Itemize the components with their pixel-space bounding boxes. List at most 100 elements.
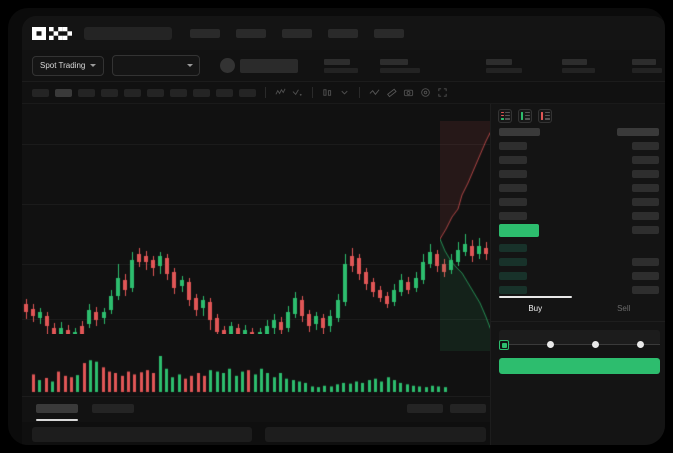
fullscreen-icon[interactable]	[437, 87, 448, 98]
table-row[interactable]	[499, 244, 527, 252]
compare-icon[interactable]	[292, 87, 303, 98]
orders-tab-2[interactable]	[92, 404, 134, 413]
chevron-down-icon	[187, 64, 194, 67]
nav-item-2[interactable]	[236, 28, 266, 38]
nav-item-4[interactable]	[328, 28, 358, 38]
pair-price-skeleton	[240, 58, 299, 73]
table-row[interactable]	[499, 184, 527, 192]
amount-slider[interactable]	[499, 340, 660, 350]
nav-item-5[interactable]	[374, 28, 404, 38]
ticker-stat-5	[632, 58, 663, 73]
pair-select[interactable]	[112, 55, 201, 76]
order-side-tabs: Buy Sell	[491, 296, 665, 322]
timeframe-button-8[interactable]	[193, 88, 210, 97]
trading-mode-dropdown[interactable]: Spot Trading	[32, 55, 105, 76]
table-row[interactable]	[499, 156, 527, 164]
tab-buy[interactable]: Buy	[491, 296, 580, 321]
timeframe-button-2[interactable]	[55, 88, 72, 97]
chart-type-icon[interactable]	[322, 87, 333, 98]
orders-action-1[interactable]	[407, 404, 443, 413]
target-icon[interactable]	[420, 87, 431, 98]
ticker-stat-1	[324, 58, 359, 73]
table-row[interactable]	[499, 198, 527, 206]
ticker-stat-4	[562, 58, 596, 73]
orders-card-2[interactable]	[265, 427, 486, 442]
table-row[interactable]	[632, 156, 659, 164]
candlestick-series	[22, 104, 490, 334]
orders-card-1[interactable]	[32, 427, 252, 442]
orders-tabbar	[22, 396, 490, 422]
table-row[interactable]	[499, 272, 527, 280]
market-subheader: Spot Trading	[22, 50, 665, 82]
timeframe-button-7[interactable]	[170, 88, 187, 97]
slider-stop-1[interactable]	[547, 341, 554, 348]
timeframe-button-4[interactable]	[101, 88, 118, 97]
toolbar-divider	[265, 87, 266, 98]
top-navigation-bar	[22, 16, 665, 50]
line-tool-icon[interactable]	[369, 87, 380, 98]
timeframe-button-5[interactable]	[124, 88, 141, 97]
table-row[interactable]	[499, 142, 527, 150]
camera-icon[interactable]	[403, 87, 414, 98]
tab-sell-label: Sell	[617, 304, 631, 313]
slider-handle[interactable]	[499, 340, 509, 350]
timeframe-button-1[interactable]	[32, 88, 49, 97]
chevron-down-icon	[90, 64, 97, 67]
slider-track	[503, 344, 660, 345]
table-row[interactable]	[632, 142, 659, 150]
pair-avatar-icon	[220, 58, 236, 73]
orderbook-view-toggles	[491, 104, 665, 127]
settings-chevron-icon[interactable]	[339, 87, 350, 98]
orderbook-both-icon[interactable]	[498, 109, 512, 123]
orderbook-bids-icon[interactable]	[518, 109, 532, 123]
orderbook-panel: Buy Sell	[490, 104, 665, 445]
ruler-icon[interactable]	[386, 87, 397, 98]
orderbook-rows	[491, 128, 665, 320]
okx-trading-app: Spot Trading	[22, 16, 665, 445]
okx-logo-icon[interactable]	[32, 26, 74, 40]
slider-stop-3[interactable]	[637, 341, 644, 348]
volume-series	[22, 334, 490, 396]
nav-item-1[interactable]	[190, 28, 220, 38]
table-row[interactable]	[632, 170, 659, 178]
table-row[interactable]	[632, 226, 659, 234]
active-tab-indicator	[36, 419, 78, 421]
timeframe-button-9[interactable]	[216, 88, 233, 97]
orderbook-header-right	[617, 128, 659, 136]
orders-content-placeholder	[22, 422, 490, 445]
price-chart-panel[interactable]	[22, 104, 490, 396]
order-price-field[interactable]	[499, 330, 660, 345]
orders-tab-1[interactable]	[36, 404, 78, 413]
table-row[interactable]	[632, 272, 659, 280]
device-bezel: Spot Trading	[8, 8, 665, 445]
table-row[interactable]	[632, 286, 659, 294]
table-row[interactable]	[499, 170, 527, 178]
spread-price-row[interactable]	[499, 224, 539, 237]
toolbar-divider	[359, 87, 360, 98]
chart-toolbar	[22, 82, 665, 104]
timeframe-button-6[interactable]	[147, 88, 164, 97]
table-row[interactable]	[632, 198, 659, 206]
ticker-stat-3	[486, 58, 523, 73]
table-row[interactable]	[632, 212, 659, 220]
search-input[interactable]	[84, 26, 172, 40]
submit-order-button[interactable]	[499, 358, 660, 374]
indicators-icon[interactable]	[275, 87, 286, 98]
table-row[interactable]	[499, 212, 527, 220]
tab-sell[interactable]: Sell	[580, 296, 666, 321]
table-row[interactable]	[499, 286, 527, 294]
tab-buy-label: Buy	[528, 304, 543, 313]
timeframe-button-10[interactable]	[239, 88, 256, 97]
slider-stop-2[interactable]	[592, 341, 599, 348]
table-row[interactable]	[632, 258, 659, 266]
table-row[interactable]	[632, 184, 659, 192]
nav-item-3[interactable]	[282, 28, 312, 38]
orders-action-2[interactable]	[450, 404, 486, 413]
trading-mode-label: Spot Trading	[40, 61, 86, 70]
orderbook-asks-icon[interactable]	[538, 109, 552, 123]
table-row[interactable]	[499, 258, 527, 266]
toolbar-divider	[312, 87, 313, 98]
timeframe-button-3[interactable]	[78, 88, 95, 97]
orderbook-header-left	[499, 128, 540, 136]
